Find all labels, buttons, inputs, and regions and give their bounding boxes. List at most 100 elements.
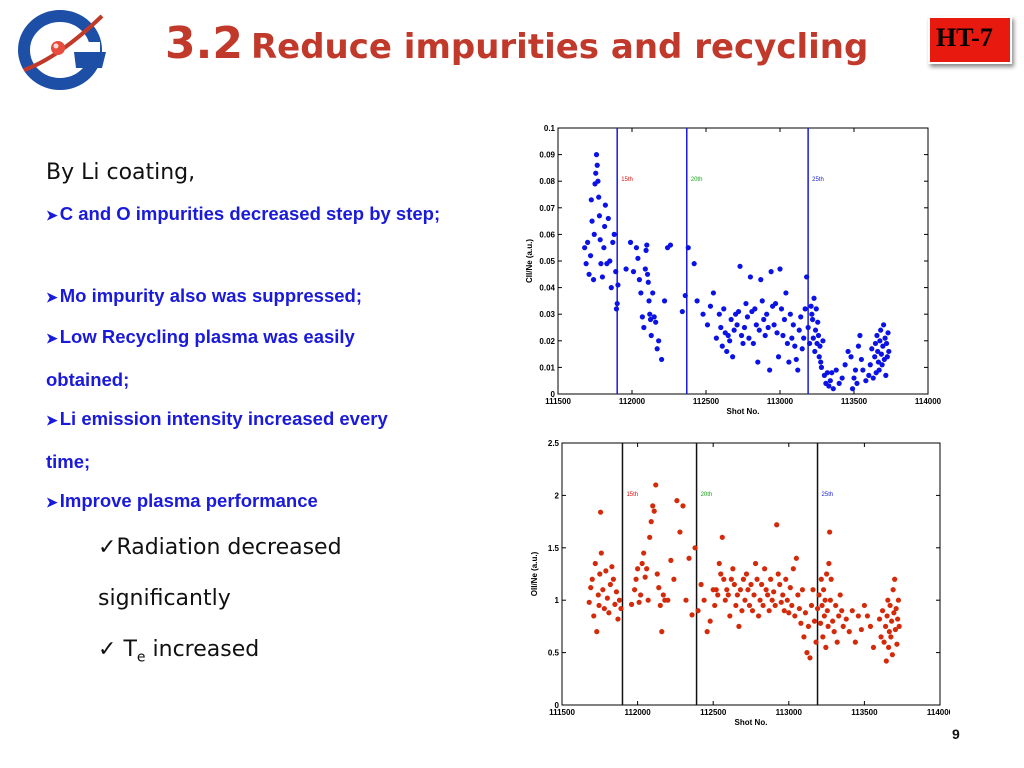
data-point: [799, 587, 806, 593]
data-point: [861, 602, 867, 609]
shot-marker-label: 20th: [691, 177, 703, 183]
data-point: [825, 623, 831, 629]
data-point: [594, 162, 600, 168]
data-point: [831, 629, 837, 635]
page-number: 9: [952, 726, 960, 742]
data-point: [808, 303, 814, 309]
data-point: [654, 346, 660, 352]
data-point: [787, 311, 793, 317]
data-point: [866, 372, 872, 378]
data-point: [725, 332, 731, 339]
data-point: [743, 300, 749, 307]
data-point: [613, 589, 620, 595]
data-point: [805, 623, 812, 629]
bullet-text: Improve plasma performance: [59, 490, 318, 511]
data-point: [694, 298, 700, 304]
data-point: [880, 343, 886, 349]
data-point: [812, 348, 818, 355]
data-point: [596, 602, 602, 609]
data-point: [689, 612, 695, 618]
data-point: [796, 605, 802, 612]
data-point: [767, 367, 773, 373]
data-point: [826, 383, 832, 389]
data-point: [602, 202, 608, 208]
data-point: [610, 239, 616, 245]
data-point: [790, 566, 796, 572]
data-point: [615, 282, 621, 288]
y-tick-label: 0.01: [539, 363, 555, 372]
data-point: [695, 608, 701, 614]
y-tick-label: 0.08: [539, 177, 555, 186]
data-point: [716, 560, 722, 567]
data-point: [881, 639, 887, 645]
data-point: [795, 592, 801, 598]
data-point: [648, 519, 654, 525]
data-point: [633, 576, 639, 582]
data-point: [728, 576, 734, 582]
data-point: [591, 231, 597, 237]
data-point: [876, 367, 882, 373]
data-point: [884, 354, 890, 360]
data-point: [881, 322, 887, 328]
data-point: [820, 587, 827, 593]
data-point: [819, 602, 825, 609]
data-point: [674, 498, 680, 504]
data-point: [721, 576, 727, 582]
data-point: [759, 298, 765, 304]
data-point: [644, 566, 650, 572]
data-point: [756, 327, 762, 333]
data-point: [725, 592, 731, 598]
shot-marker-label: 15th: [626, 492, 638, 498]
data-point: [852, 367, 859, 373]
data-point: [781, 608, 787, 614]
data-point: [878, 634, 884, 640]
x-tick-label: 114000: [915, 397, 942, 406]
data-point: [603, 568, 609, 574]
data-point: [762, 332, 768, 339]
data-point: [704, 322, 711, 328]
data-point: [739, 608, 745, 614]
data-point: [700, 311, 706, 317]
data-point: [851, 375, 857, 381]
x-tick-label: 113000: [767, 397, 794, 406]
data-point: [651, 314, 657, 320]
data-point: [784, 597, 790, 603]
te-symbol: T: [123, 637, 137, 662]
data-point: [830, 618, 836, 624]
data-point: [614, 300, 620, 307]
data-point: [685, 245, 691, 251]
data-point: [789, 602, 795, 609]
data-point: [842, 362, 848, 368]
data-point: [860, 367, 866, 373]
data-point: [798, 314, 804, 320]
data-point: [597, 571, 603, 577]
data-point: [730, 566, 736, 572]
data-point: [875, 359, 882, 365]
data-point: [845, 348, 851, 355]
intro-text: By Li coating,: [46, 160, 196, 185]
data-point: [643, 247, 649, 253]
data-point: [875, 348, 881, 355]
badge-label: HT-7: [936, 23, 993, 52]
data-point: [867, 362, 873, 368]
data-point: [789, 335, 795, 341]
data-point: [656, 585, 662, 591]
data-point: [807, 340, 813, 347]
data-point: [613, 306, 620, 312]
data-point: [691, 261, 697, 267]
data-point: [827, 597, 833, 603]
y-tick-label: 1.5: [548, 544, 560, 553]
data-point: [855, 613, 861, 619]
data-point: [815, 319, 821, 325]
data-point: [631, 587, 638, 593]
data-point: [613, 269, 619, 275]
te-text: increased: [145, 637, 260, 662]
data-point: [647, 534, 653, 540]
data-point: [740, 576, 747, 582]
data-point: [677, 529, 683, 535]
data-point: [659, 629, 665, 635]
data-point: [595, 592, 601, 598]
data-point: [870, 375, 876, 381]
data-point: [707, 303, 714, 309]
data-point: [777, 581, 783, 588]
